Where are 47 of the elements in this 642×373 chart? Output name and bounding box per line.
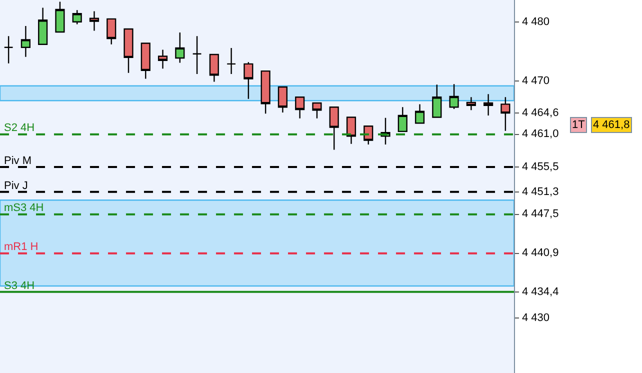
candlestick [398,106,408,132]
candlestick [466,96,476,111]
candlestick [38,7,48,45]
ref-line-label: mS3 4H [4,202,44,214]
ref-line-label: S3 4H [4,280,35,292]
candlestick [260,70,270,114]
candlestick [20,25,30,58]
candlestick [449,83,459,110]
candlestick [244,62,254,100]
candlestick [140,42,150,80]
candlestick [414,104,425,124]
candlestick [226,47,236,75]
candlestick [89,10,100,32]
y-tick-label: 4 440,9 [522,247,559,259]
candlestick [484,94,494,116]
text: 4 461,8 [593,119,630,131]
candlestick [175,32,185,64]
y-tick-label: 4 480 [522,16,550,28]
y-tick-label: 4 464,6 [522,107,559,119]
text: 1T [572,119,586,131]
y-tick-label: 4 461,0 [522,128,559,140]
candlestick [312,102,322,120]
candlestick [329,106,339,150]
candlestick [432,84,442,118]
candlestick [106,18,116,45]
y-tick-label: 4 430 [522,312,550,324]
ref-line-label: S2 4H [4,122,35,134]
ref-line-label: Piv J [4,180,28,192]
candlestick [192,36,202,75]
candlestick [278,86,288,114]
candlestick [158,49,168,70]
y-tick-label: 4 447,5 [522,208,559,220]
candlestick [346,116,356,144]
ref-line-label: mR1 H [4,241,38,253]
candlestick [209,54,219,82]
candlestick [364,126,374,146]
candlestick [72,9,82,25]
candlestick [124,28,134,74]
candlestick [295,96,305,120]
candlestick [55,1,65,33]
y-tick-label: 4 451,3 [522,186,559,198]
ref-line-label: Piv M [4,155,32,167]
candlestick [4,36,14,64]
y-tick-label: 4 455,5 [522,161,559,173]
y-tick-label: 4 470 [522,75,550,87]
candlestick [500,96,510,132]
y-tick-label: 4 434,4 [522,286,559,298]
